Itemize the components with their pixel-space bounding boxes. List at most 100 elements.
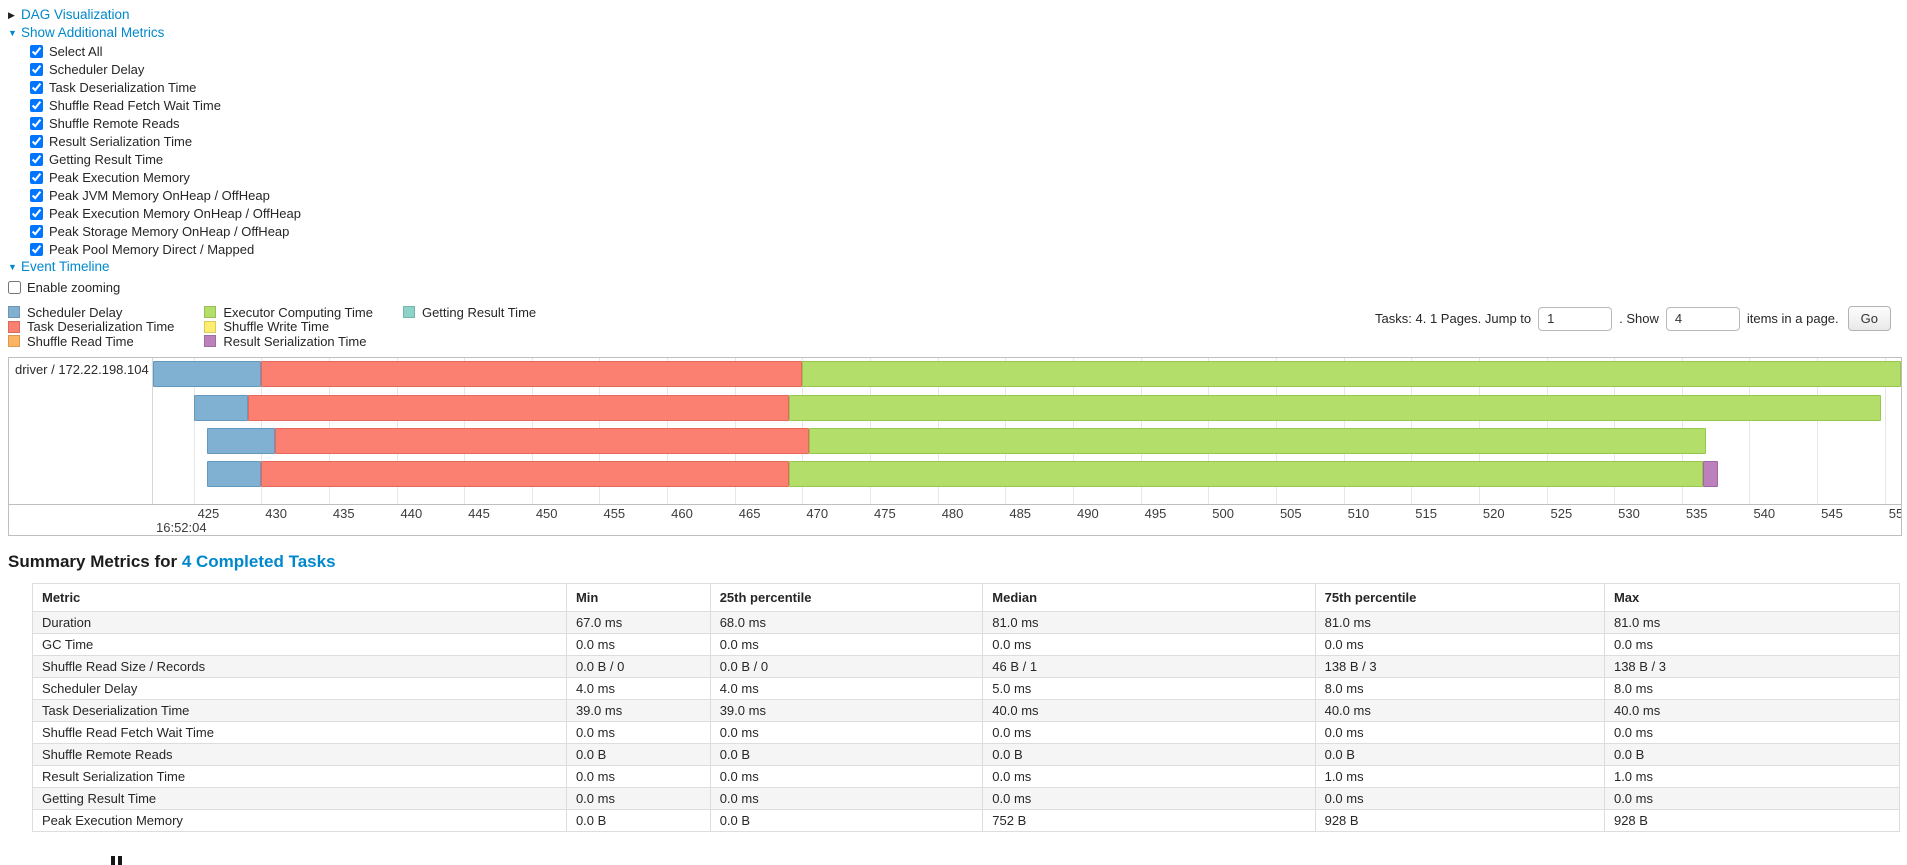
table-column-header: Metric xyxy=(32,582,567,612)
metric-checkbox[interactable] xyxy=(30,224,43,238)
metric-value-cell: 0.0 B xyxy=(1603,742,1901,766)
axis-tick-label: 440 xyxy=(400,505,423,521)
metric-checkbox-item[interactable]: Result Serialization Time xyxy=(30,132,1907,150)
metric-value-cell: 4.0 ms xyxy=(565,676,711,700)
metric-checkbox-item[interactable]: Getting Result Time xyxy=(30,150,1907,168)
enable-zooming-option[interactable]: Enable zooming xyxy=(8,278,1907,296)
axis-tick-label: 430 xyxy=(265,505,287,521)
metric-checkbox-item[interactable]: Peak Pool Memory Direct / Mapped xyxy=(30,240,1907,258)
timeline-task-segment[interactable] xyxy=(153,360,262,387)
timeline-axis: 16:52:04 425 430 435 440 445 450 455 460 465 470 4… xyxy=(9,503,1901,535)
enable-zooming-label: Enable zooming xyxy=(27,279,121,295)
axis-tick-label: 450 xyxy=(535,505,558,521)
triangle-down-icon: ▼ xyxy=(8,28,17,38)
metric-checkbox[interactable] xyxy=(30,44,43,58)
metric-checkbox-item[interactable]: Task Deserialization Time xyxy=(30,78,1907,96)
axis-tick-label: 425 xyxy=(197,505,220,521)
metric-checkbox[interactable] xyxy=(30,134,43,148)
metric-checkbox-item[interactable]: Peak JVM Memory OnHeap / OffHeap xyxy=(30,186,1907,204)
table-row: Getting Result Time 0.0 ms 0.0 ms 0.0 ms 0.0… xyxy=(32,786,1901,810)
metric-checkbox[interactable] xyxy=(30,80,43,94)
metric-checkbox-item[interactable]: Peak Storage Memory OnHeap / OffHeap xyxy=(30,222,1907,240)
metric-checkbox[interactable] xyxy=(30,62,43,76)
legend-color-swatch xyxy=(204,320,217,333)
additional-metrics-toggle[interactable]: ▼ Show Additional Metrics xyxy=(8,24,1907,42)
metric-value-cell: 8.0 ms xyxy=(1603,676,1901,700)
metric-value-cell: 81.0 ms xyxy=(1314,610,1605,634)
dag-visualization-link[interactable]: DAG Visualization xyxy=(21,7,130,22)
axis-tick-label: 460 xyxy=(671,505,693,521)
metric-checkbox-item[interactable]: Select All xyxy=(30,42,1907,60)
timeline-task-segment[interactable] xyxy=(261,360,803,387)
metric-value-cell: 0.0 ms xyxy=(1603,786,1901,810)
table-header-row: Metric Min 25th percentile Median 75th perce… xyxy=(32,582,1901,612)
table-row: Result Serialization Time 0.0 ms 0.0 ms 0.0… xyxy=(32,764,1901,788)
metric-checkbox[interactable] xyxy=(30,242,43,256)
legend-label: Getting Result Time xyxy=(421,304,537,320)
legend-color-swatch xyxy=(8,306,20,319)
metric-checkbox[interactable] xyxy=(30,206,43,220)
axis-tick-label: 505 xyxy=(1279,505,1302,521)
go-button[interactable]: Go xyxy=(1847,306,1891,331)
metric-value-cell: 138 B / 3 xyxy=(1603,654,1901,678)
timeline-task-segment[interactable] xyxy=(193,394,248,421)
metric-checkbox-item[interactable]: Peak Execution Memory OnHeap / OffHeap xyxy=(30,204,1907,222)
metric-checkbox-item[interactable]: Shuffle Read Fetch Wait Time xyxy=(30,96,1907,114)
axis-tick-label: 535 xyxy=(1685,505,1708,521)
metric-value-cell: 0.0 B / 0 xyxy=(709,654,984,678)
jump-to-page-input[interactable] xyxy=(1538,306,1613,331)
metric-value-cell: 928 B xyxy=(1603,808,1901,832)
metric-value-cell: 5.0 ms xyxy=(982,676,1316,700)
table-column-header: Median xyxy=(982,582,1316,612)
metric-checkbox[interactable] xyxy=(30,170,43,184)
summary-metrics-table: Metric Min 25th percentile Median 75th perce… xyxy=(32,582,1901,832)
dag-visualization-toggle[interactable]: ▶ DAG Visualization xyxy=(8,6,1907,24)
event-timeline-toggle[interactable]: ▼ Event Timeline xyxy=(8,258,1907,276)
items-per-page-input[interactable] xyxy=(1665,306,1740,331)
metric-checkbox-label: Peak Execution Memory OnHeap / OffHeap xyxy=(49,205,301,221)
legend-color-swatch xyxy=(204,306,217,319)
metric-value-cell: 0.0 ms xyxy=(709,632,984,656)
additional-metrics-link[interactable]: Show Additional Metrics xyxy=(21,25,165,40)
metric-checkbox-item[interactable]: Shuffle Remote Reads xyxy=(30,114,1907,132)
metric-value-cell: 0.0 B xyxy=(982,742,1316,766)
metric-name-cell: Getting Result Time xyxy=(32,786,567,810)
completed-tasks-link[interactable]: 4 Completed Tasks xyxy=(181,551,336,571)
event-timeline-link[interactable]: Event Timeline xyxy=(21,259,110,274)
timeline-task-segment[interactable] xyxy=(788,460,1704,487)
timeline-task-segment[interactable] xyxy=(788,394,1881,421)
legend-column: Getting Result Time xyxy=(402,304,537,349)
timeline-task-segment[interactable] xyxy=(207,460,262,487)
axis-tick-label: 475 xyxy=(874,505,896,521)
timeline-task-segment[interactable] xyxy=(802,360,1901,387)
metric-checkbox[interactable] xyxy=(30,98,43,112)
axis-gridline xyxy=(1817,357,1819,504)
timeline-task-segment[interactable] xyxy=(1703,460,1719,487)
event-timeline-chart: driver / 172.22.198.104 16:52:04 425 430 4… xyxy=(8,356,1902,536)
axis-gridline xyxy=(1884,357,1886,504)
metric-checkbox[interactable] xyxy=(30,152,43,166)
timeline-task-segment[interactable] xyxy=(261,460,789,487)
metric-checkbox-item[interactable]: Peak Execution Memory xyxy=(30,168,1907,186)
legend-label: Executor Computing Time xyxy=(223,304,373,320)
timeline-axis-ticks: 16:52:04 425 430 435 440 445 450 455 460 465 470 4… xyxy=(153,505,1901,535)
metric-value-cell: 1.0 ms xyxy=(1603,764,1901,788)
timeline-task-segment[interactable] xyxy=(207,427,275,454)
metric-checkbox[interactable] xyxy=(30,116,43,130)
metric-checkbox[interactable] xyxy=(30,188,43,202)
timeline-task-segment[interactable] xyxy=(274,427,810,454)
legend-label: Scheduler Delay xyxy=(27,304,123,320)
metric-checkbox-label: Result Serialization Time xyxy=(49,133,193,149)
legend-item: Executor Computing Time xyxy=(204,305,373,320)
metric-checkbox-label: Peak JVM Memory OnHeap / OffHeap xyxy=(49,187,270,203)
timeline-task-segment[interactable] xyxy=(247,394,789,421)
metric-checkbox-item[interactable]: Scheduler Delay xyxy=(30,60,1907,78)
table-row: Task Deserialization Time 39.0 ms 39.0 ms 4… xyxy=(32,698,1901,722)
table-row: Scheduler Delay 4.0 ms 4.0 ms 5.0 ms 8.0 ms 8… xyxy=(32,676,1901,700)
metric-value-cell: 8.0 ms xyxy=(1314,676,1605,700)
axis-tick-label: 465 xyxy=(738,505,761,521)
timeline-task-segment[interactable] xyxy=(809,427,1707,454)
enable-zooming-checkbox[interactable] xyxy=(8,280,21,294)
table-row: Peak Execution Memory 0.0 B 0.0 B 752 B 928 … xyxy=(32,808,1901,832)
